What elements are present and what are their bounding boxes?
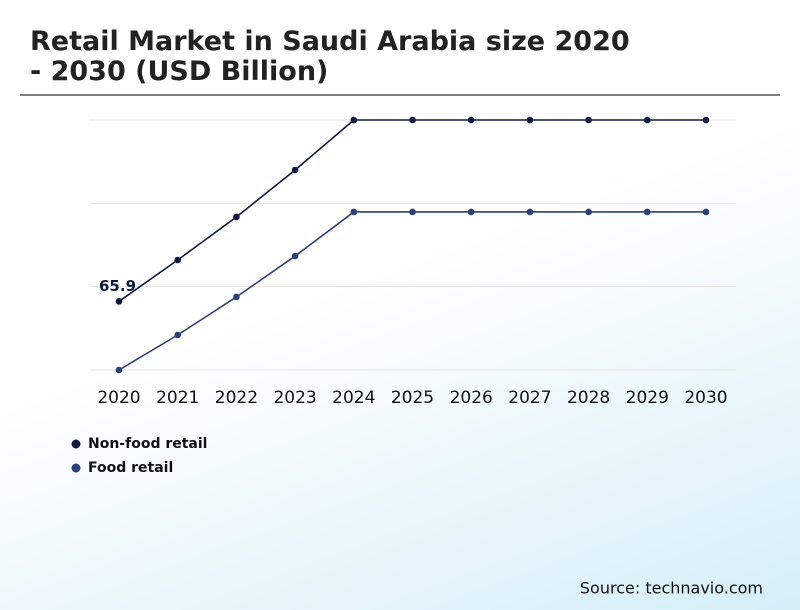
data-point bbox=[291, 252, 299, 260]
data-point bbox=[526, 116, 534, 124]
legend-marker bbox=[71, 463, 81, 473]
data-point bbox=[350, 208, 358, 216]
data-label: 65.9 bbox=[99, 277, 136, 295]
data-point bbox=[115, 366, 123, 374]
series-line bbox=[118, 211, 706, 371]
data-point bbox=[233, 213, 240, 221]
data-point bbox=[644, 208, 651, 216]
data-point bbox=[409, 208, 416, 216]
x-tick-label: 2025 bbox=[391, 388, 434, 408]
source: Source: technavio.com bbox=[580, 579, 763, 598]
data-point bbox=[702, 208, 710, 216]
legend-marker bbox=[71, 439, 81, 449]
x-tick-label: 2026 bbox=[450, 388, 493, 408]
x-tick-label: 2030 bbox=[684, 388, 727, 408]
data-point bbox=[409, 116, 416, 124]
data-point bbox=[174, 256, 181, 264]
data-point bbox=[702, 116, 710, 124]
x-tick-label: 2022 bbox=[215, 388, 258, 408]
x-tick-label: 2024 bbox=[332, 388, 375, 408]
x-tick-label: 2027 bbox=[508, 388, 551, 408]
data-point bbox=[291, 166, 299, 174]
chart-title: Retail Market in Saudi Arabia size 2020-… bbox=[30, 26, 630, 87]
data-point bbox=[644, 116, 651, 124]
x-tick-label: 2023 bbox=[273, 388, 316, 408]
x-tick-label: 2020 bbox=[97, 388, 140, 408]
data-point bbox=[174, 331, 181, 339]
legend-label: Food retail bbox=[88, 460, 173, 476]
data-point bbox=[233, 293, 240, 301]
data-point bbox=[467, 116, 475, 124]
legend-label: Non-food retail bbox=[88, 436, 207, 452]
data-point bbox=[585, 116, 592, 124]
x-tick-label: 2029 bbox=[626, 388, 669, 408]
x-tick-label: 2028 bbox=[567, 388, 610, 408]
data-point bbox=[115, 298, 123, 305]
data-point bbox=[467, 208, 475, 216]
data-point bbox=[350, 116, 358, 124]
data-point bbox=[585, 208, 592, 216]
x-tick-label: 2021 bbox=[156, 388, 199, 408]
data-point bbox=[526, 208, 534, 216]
